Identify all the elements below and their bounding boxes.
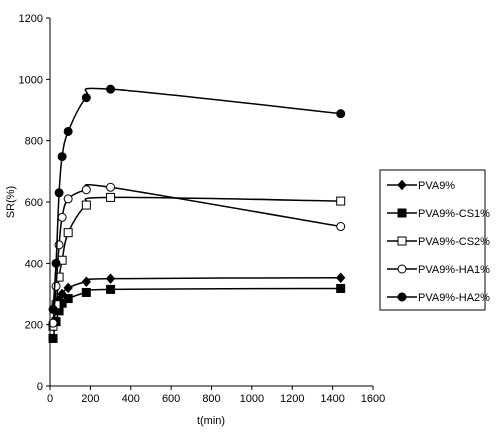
y-axis-label: SR(%) [5,186,17,218]
series-line [52,196,341,327]
series-2 [48,283,346,343]
data-point [81,287,91,297]
data-point [336,109,346,119]
data-point [81,200,91,210]
data-point [57,212,67,222]
y-tick-label: 1000 [19,74,43,86]
legend-marker [397,179,407,191]
data-point [336,283,346,293]
data-point [57,288,67,300]
series-1 [48,272,346,332]
series-line [52,184,341,324]
x-tick-label: 200 [81,393,99,405]
data-point [48,333,58,343]
legend-entry-label: PVA9% [418,180,455,192]
data-point [63,282,73,294]
plot-area [48,84,346,343]
data-point [81,93,91,103]
x-tick-label: 0 [47,393,53,405]
x-tick-label: 1000 [240,393,264,405]
series-3 [48,192,346,331]
data-point [81,276,92,287]
x-tick-label: 400 [122,393,140,405]
data-point [81,185,91,195]
series-5 [48,84,346,314]
legend-marker [397,264,407,274]
data-point [48,304,58,314]
data-point [48,318,58,328]
y-tick-label: 800 [25,136,43,148]
series-4 [48,182,346,328]
data-point [57,152,67,162]
data-point [106,284,116,294]
data-point [336,272,346,283]
y-tick-label: 600 [25,197,43,209]
data-point [63,126,73,136]
legend-entry-label: PVA9%-HA2% [418,292,490,304]
legend-entry-label: PVA9%-CS1% [418,208,490,220]
legend-entry-label: PVA9%-CS2% [418,236,490,248]
y-tick-label: 400 [25,258,43,270]
y-tick-label: 1200 [19,13,43,25]
data-point [106,182,116,192]
legend-marker [397,236,407,246]
y-tick-label: 200 [25,320,43,332]
x-axis-label: t(min) [197,415,225,427]
data-point [336,222,346,232]
y-tick-label: 0 [37,381,43,393]
legend-marker [397,208,407,218]
data-point [106,192,116,202]
legend-marker [397,292,407,302]
data-point [51,258,61,268]
data-point [106,84,116,94]
series-line [52,287,341,339]
data-point [63,194,73,204]
data-point [105,273,116,284]
data-point [54,188,64,198]
data-point [63,228,73,238]
legend: PVA9% PVA9%-CS1% PVA9%-CS2% PVA9%-HA1% PVA9%… [379,169,490,311]
x-tick-label: 600 [162,393,180,405]
x-tick-label: 800 [202,393,220,405]
data-point [63,294,73,304]
x-tick-label: 1200 [280,393,304,405]
data-point [51,281,61,291]
x-tick-label: 1600 [361,393,385,405]
series-line [52,276,341,327]
data-point [336,196,346,206]
legend-entry-label: PVA9%-HA1% [418,264,490,276]
x-tick-label: 1400 [320,393,344,405]
axes: 0 200 400 600 800 1000 1200 0 200 400 600 800 1000 12… [19,13,386,405]
